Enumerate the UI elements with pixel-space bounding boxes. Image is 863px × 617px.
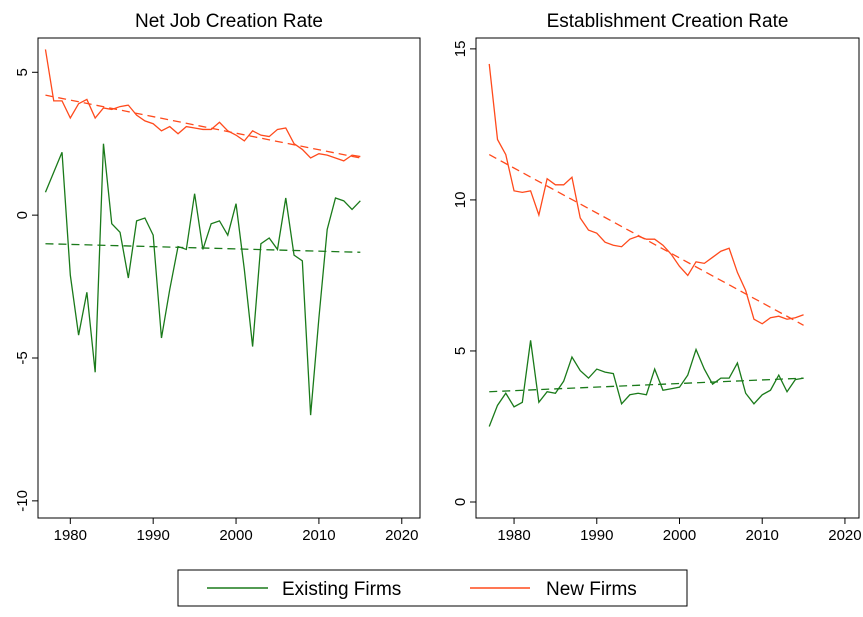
- y-tick-label: 5: [452, 347, 469, 355]
- chart-title: Establishment Creation Rate: [547, 11, 789, 32]
- y-tick-label: 10: [452, 192, 469, 209]
- x-tick-label: 2000: [663, 527, 696, 544]
- x-tick-label: 2000: [219, 527, 252, 544]
- x-tick-label: 2010: [302, 527, 335, 544]
- data-line: [488, 63, 804, 325]
- y-tick-label: 0: [452, 498, 469, 506]
- trend-line: [489, 377, 804, 393]
- legend-label: New Firms: [546, 579, 637, 600]
- x-tick-label: 1990: [136, 527, 169, 544]
- legend-label: Existing Firms: [282, 579, 401, 600]
- chart-title: Net Job Creation Rate: [135, 11, 323, 32]
- plot-frame: [37, 37, 421, 519]
- y-tick-label: 0: [14, 211, 31, 219]
- x-tick-label: 2020: [828, 527, 861, 544]
- trend-line: [45, 94, 361, 159]
- trend-line: [488, 154, 804, 326]
- x-tick-label: 1980: [54, 527, 87, 544]
- y-tick-label: -5: [14, 351, 31, 364]
- y-tick-label: 15: [452, 41, 469, 58]
- y-tick-label: -10: [14, 490, 31, 512]
- data-line: [44, 49, 361, 162]
- x-tick-label: 1980: [497, 527, 530, 544]
- x-tick-label: 2020: [385, 527, 418, 544]
- plot-frame: [475, 37, 860, 519]
- x-tick-label: 1990: [580, 527, 613, 544]
- data-line: [44, 143, 361, 416]
- y-tick-label: 5: [14, 68, 31, 76]
- x-tick-label: 2010: [746, 527, 779, 544]
- trend-line: [45, 243, 361, 253]
- data-line: [488, 340, 804, 427]
